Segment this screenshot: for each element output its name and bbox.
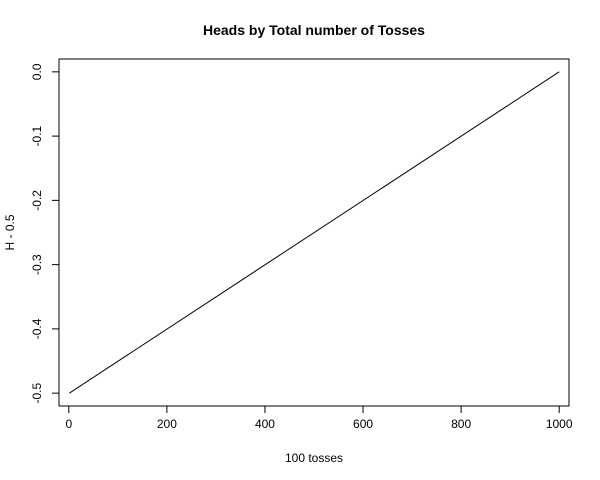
y-axis-label: H - 0.5 <box>3 214 17 250</box>
series-layer <box>69 71 560 394</box>
y-tick-label: 0.0 <box>30 63 44 80</box>
chart-title: Heads by Total number of Tosses <box>203 22 425 38</box>
series-line <box>69 71 560 394</box>
x-axis: 0 200 400 600 800 1000 <box>65 405 573 431</box>
x-tick-label: 400 <box>255 417 275 431</box>
x-tick-label: 600 <box>353 417 373 431</box>
x-tick-label: 800 <box>451 417 471 431</box>
y-axis: -0.5 -0.4 -0.3 -0.2 -0.1 0.0 <box>30 63 60 403</box>
y-tick-label: -0.2 <box>30 190 44 211</box>
x-axis-label: 100 tosses <box>285 451 343 465</box>
y-tick-label: -0.4 <box>30 318 44 339</box>
x-tick-label: 1000 <box>546 417 573 431</box>
x-tick-label: 200 <box>157 417 177 431</box>
y-tick-label: -0.3 <box>30 254 44 275</box>
y-tick-label: -0.1 <box>30 125 44 146</box>
x-tick-label: 0 <box>65 417 72 431</box>
y-tick-label: -0.5 <box>30 382 44 403</box>
